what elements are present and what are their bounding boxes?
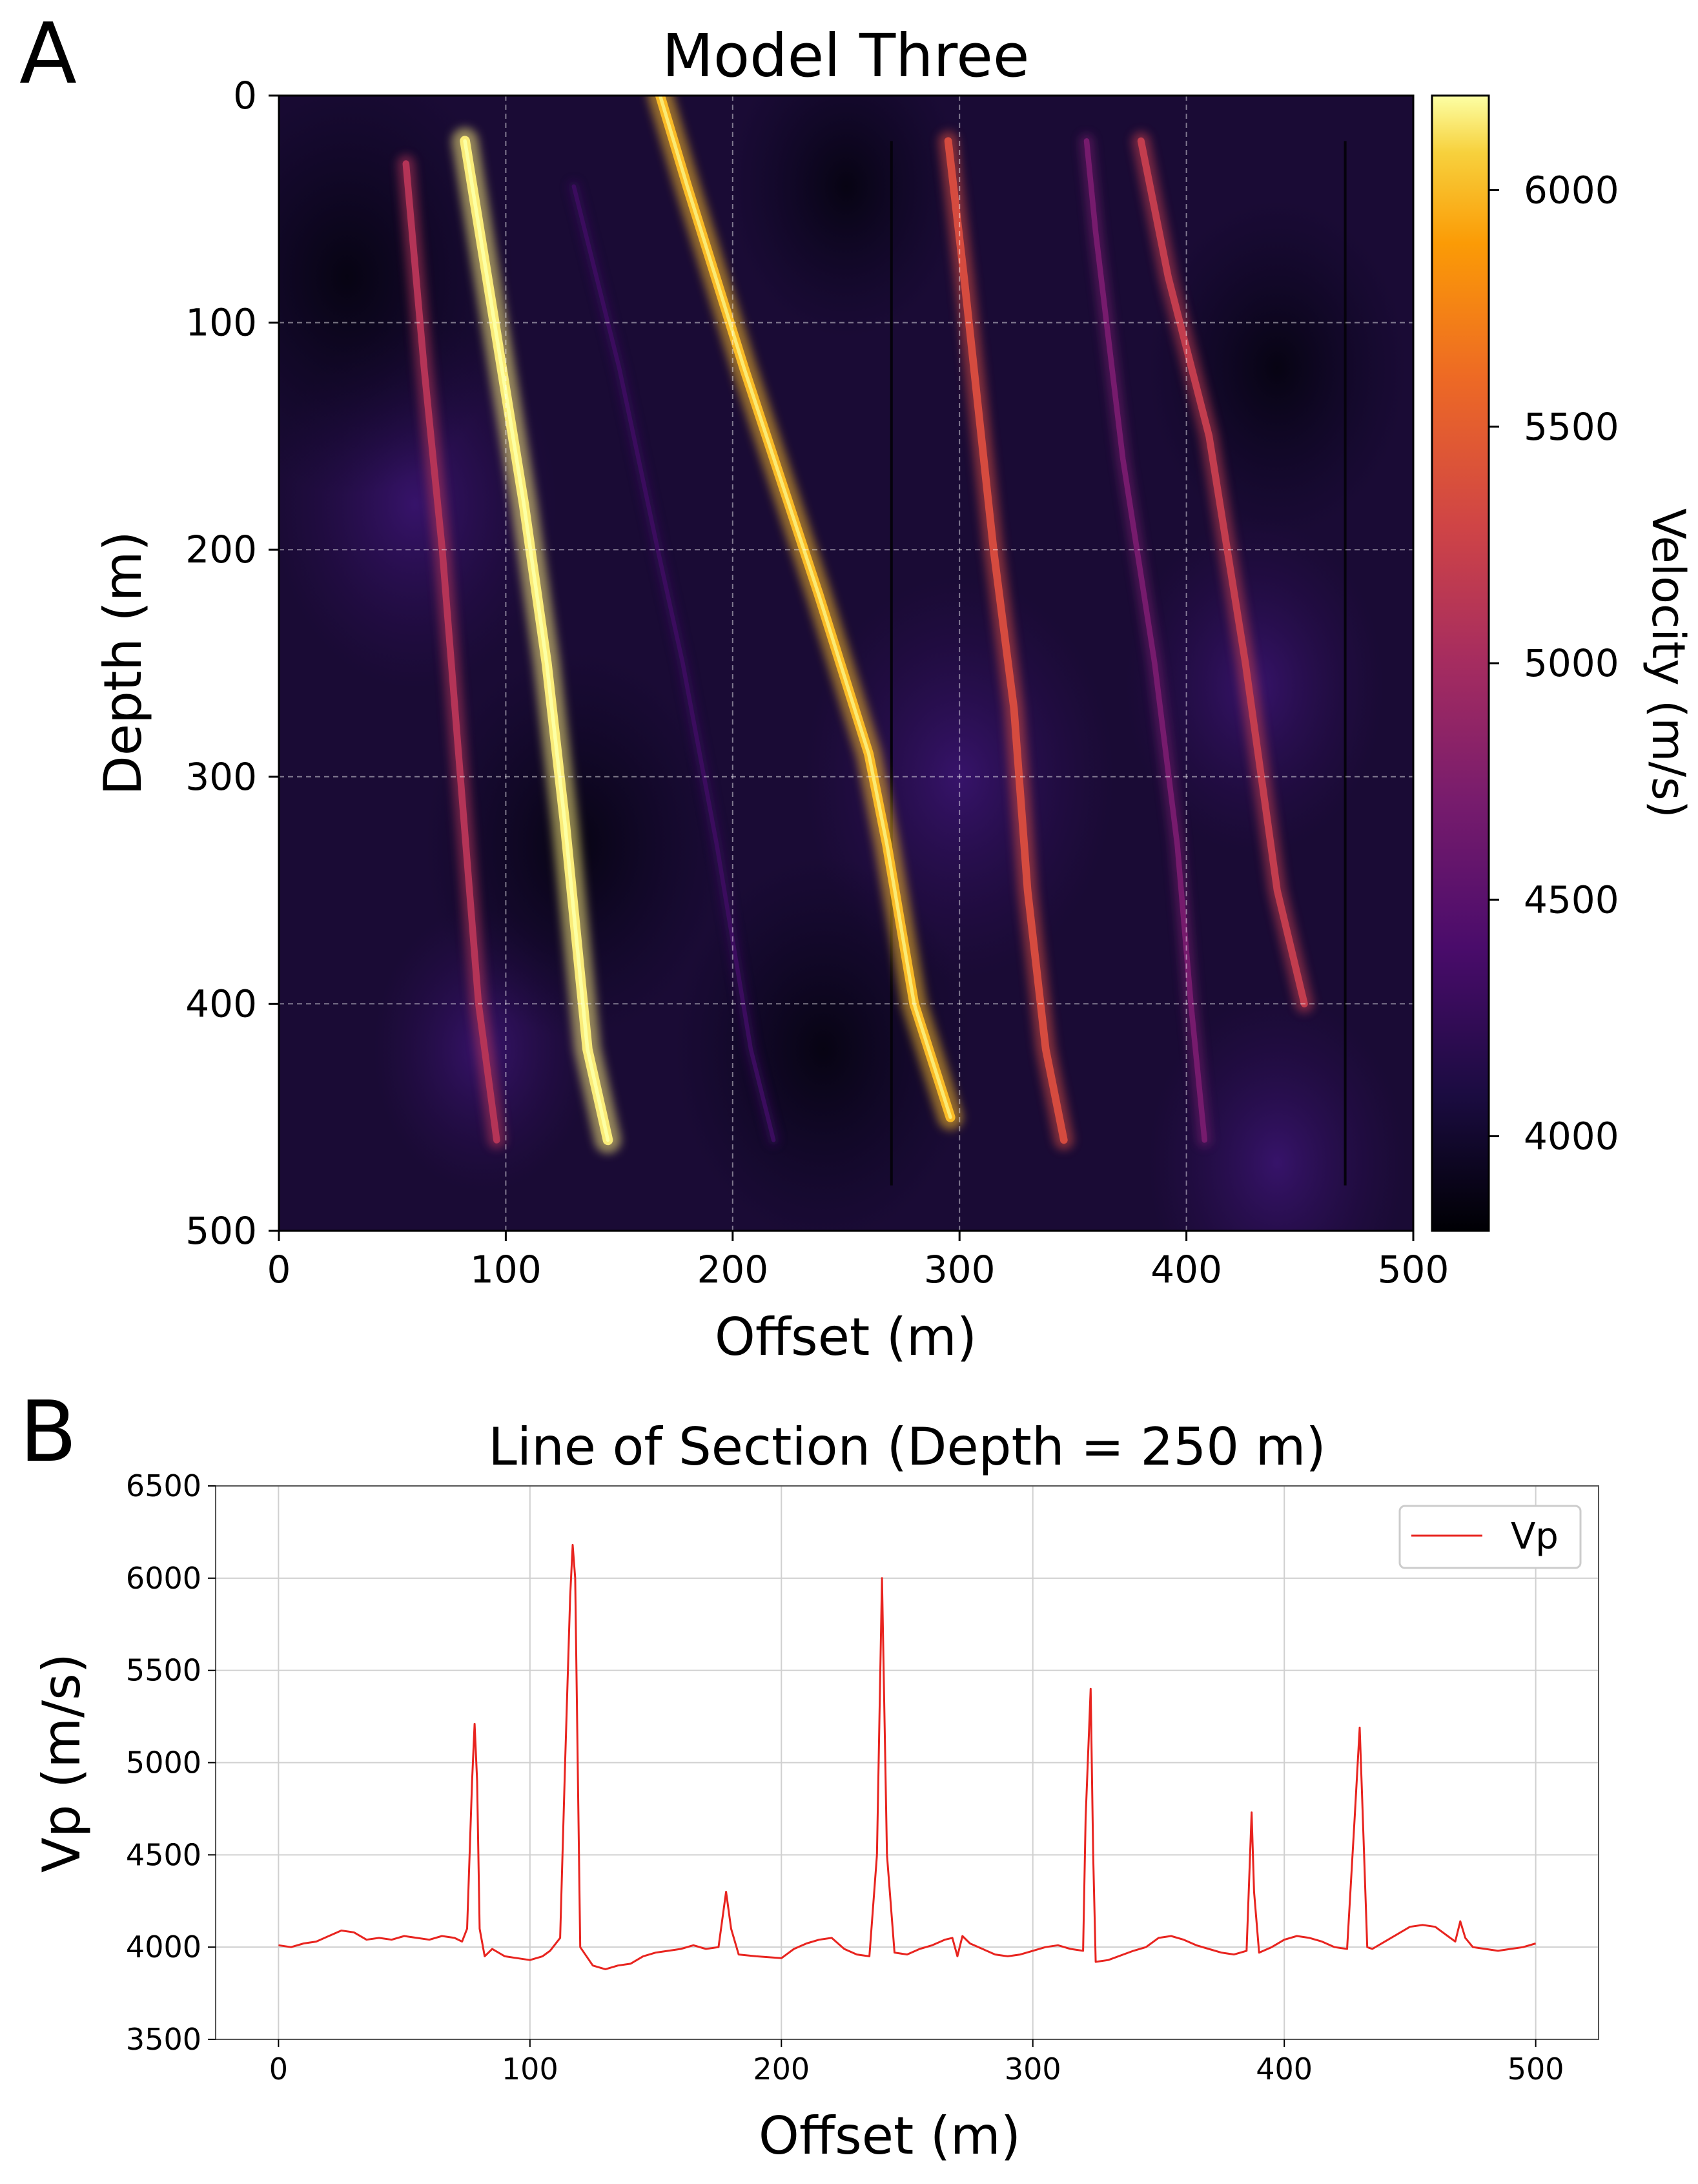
- x-tick-label: 500: [1378, 1248, 1449, 1292]
- b-x-tick-label: 0: [269, 2052, 288, 2086]
- velocity-blob-5: [279, 96, 515, 496]
- fault-5: [944, 137, 1068, 1144]
- heatmap-title: Model Three: [662, 21, 1030, 90]
- colorbar-tick-label: 4000: [1524, 1115, 1619, 1159]
- y-tick-label: 400: [185, 982, 257, 1025]
- x-tick-label: 400: [1151, 1248, 1222, 1292]
- b-x-tick-label: 500: [1508, 2052, 1564, 2086]
- legend-box: [1398, 1505, 1582, 1569]
- x-tick-label: 100: [470, 1248, 542, 1292]
- colorbar-ticks: 4000 4500 5000 5500 6000: [1489, 169, 1619, 1159]
- b-x-tick-label: 300: [1005, 2052, 1061, 2086]
- fault-2-core: [463, 139, 610, 1142]
- y-tick-label: 300: [185, 755, 257, 799]
- heatmap-plot: [279, 96, 1413, 1231]
- y-tick-label: 0: [233, 74, 257, 118]
- x-tick-label: 0: [267, 1248, 291, 1292]
- fault-7: [1137, 137, 1308, 1007]
- b-y-tick-label: 6500: [126, 1468, 201, 1503]
- heatmap-ylabel: Depth (m): [93, 531, 153, 795]
- x-tick-label: 300: [924, 1248, 996, 1292]
- y-tick-label: 200: [185, 528, 257, 572]
- fault-4-core: [658, 96, 952, 1119]
- colorbar: [1431, 94, 1490, 1232]
- colorbar-tick-label: 6000: [1524, 169, 1619, 212]
- heatmap-frame: [278, 94, 1415, 1232]
- b-y-tick-label: 4500: [126, 1837, 201, 1872]
- b-y-tick-label: 5500: [126, 1653, 201, 1688]
- y-tick-label: 500: [185, 1209, 257, 1253]
- heatmap-faults: [397, 96, 1314, 1153]
- b-y-tick-label: 3500: [126, 2022, 201, 2057]
- velocity-blob-9: [730, 96, 963, 338]
- legend: Vp: [1398, 1505, 1582, 1569]
- line-chart-title: Line of Section (Depth = 250 m): [488, 1417, 1325, 1477]
- b-y-tick-label: 6000: [126, 1561, 201, 1596]
- colorbar-tick-label: 5000: [1524, 641, 1619, 685]
- panel-label-a: A: [19, 5, 77, 103]
- colorbar-tick-label: 4500: [1524, 878, 1619, 922]
- fault-3: [571, 184, 776, 1142]
- y-tick-label: 100: [185, 301, 257, 345]
- line-chart-ylabel: Vp (m/s): [32, 1653, 92, 1873]
- line-chart-axes: 0 100 200 300 400 500 3500 4000 4500 5000 5500 6000…: [126, 1468, 1564, 2086]
- panel-label-b: B: [19, 1383, 77, 1481]
- b-x-tick-label: 100: [502, 2052, 558, 2086]
- colorbar-tick-label: 5500: [1524, 405, 1619, 449]
- line-chart-xlabel: Offset (m): [759, 2106, 1021, 2166]
- colorbar-label: Velocity (m/s): [1642, 508, 1695, 818]
- fault-6: [1083, 138, 1207, 1143]
- fault-1: [402, 160, 500, 1144]
- x-tick-label: 200: [697, 1248, 768, 1292]
- heatmap-xlabel: Offset (m): [715, 1307, 977, 1367]
- vp-series-line: [278, 1543, 1537, 1970]
- b-x-tick-label: 200: [753, 2052, 810, 2086]
- legend-entry-vp: Vp: [1511, 1516, 1559, 1558]
- b-y-tick-label: 4000: [126, 1930, 201, 1964]
- b-x-tick-label: 400: [1256, 2052, 1313, 2086]
- b-y-tick-label: 5000: [126, 1746, 201, 1780]
- velocity-blob-4: [1148, 994, 1407, 1231]
